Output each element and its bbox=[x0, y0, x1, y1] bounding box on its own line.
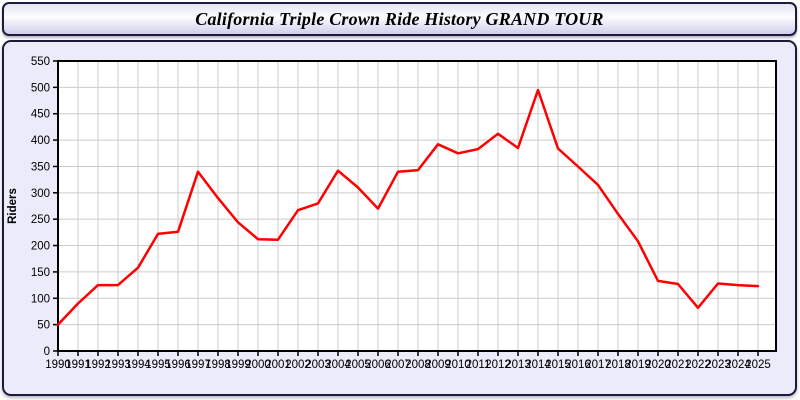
x-tick-label: 1991 bbox=[65, 359, 91, 371]
x-tick-label: 1999 bbox=[225, 359, 251, 371]
x-tick-label: 2003 bbox=[305, 359, 331, 371]
y-tick-label: 350 bbox=[31, 161, 50, 173]
x-tick-label: 2025 bbox=[745, 359, 771, 371]
x-tick-label: 2005 bbox=[345, 359, 371, 371]
x-tick-label: 2006 bbox=[365, 359, 391, 371]
chart-panel: 0 50 100 150 200 250 300 350 400 450 500 550 1990 199… bbox=[2, 40, 797, 396]
x-tick-label: 2016 bbox=[565, 359, 591, 371]
x-tick-label: 2008 bbox=[405, 359, 431, 371]
x-tick-label: 2018 bbox=[605, 359, 631, 371]
x-tick-label: 1997 bbox=[185, 359, 211, 371]
x-tick-label: 2009 bbox=[425, 359, 451, 371]
x-tick-label: 2017 bbox=[585, 359, 611, 371]
x-tick-label: 1993 bbox=[105, 359, 131, 371]
x-tick-label: 2022 bbox=[685, 359, 711, 371]
y-tick-label: 200 bbox=[31, 241, 50, 253]
x-tick-label: 2001 bbox=[265, 359, 291, 371]
y-tick-label: 500 bbox=[31, 82, 50, 94]
y-tick-label: 50 bbox=[37, 320, 50, 332]
x-tick-label: 2015 bbox=[545, 359, 571, 371]
y-tick-label: 250 bbox=[31, 214, 50, 226]
plot-frame bbox=[57, 60, 777, 352]
x-tick-label: 2012 bbox=[485, 359, 511, 371]
x-tick-label: 1990 bbox=[45, 359, 71, 371]
x-tick-label: 2011 bbox=[466, 359, 491, 371]
page-title: California Triple Crown Ride History GRA… bbox=[195, 8, 604, 29]
x-tick-label: 2007 bbox=[385, 359, 411, 371]
x-tick-label: 2019 bbox=[625, 359, 651, 371]
x-tick-label: 2002 bbox=[285, 359, 311, 371]
y-tick-label: 450 bbox=[31, 109, 50, 121]
x-tick-label: 2014 bbox=[525, 359, 551, 371]
x-tick-label: 1992 bbox=[85, 359, 111, 371]
x-tick-label: 2020 bbox=[645, 359, 671, 371]
y-tick-label: 400 bbox=[31, 135, 50, 147]
x-tick-label: 1994 bbox=[125, 359, 151, 371]
riders-series-line bbox=[56, 88, 760, 326]
x-tick-label: 2013 bbox=[505, 359, 531, 371]
title-bar: California Triple Crown Ride History GRA… bbox=[2, 2, 797, 36]
x-tick-label: 2023 bbox=[705, 359, 731, 371]
plot-background bbox=[58, 61, 776, 351]
x-tick-label: 2000 bbox=[245, 359, 271, 371]
y-tick-label: 0 bbox=[44, 346, 50, 358]
x-tick-label: 2004 bbox=[325, 359, 351, 371]
y-tick-label: 150 bbox=[31, 267, 50, 279]
y-tick-label: 550 bbox=[31, 56, 50, 68]
y-axis-title: Riders bbox=[7, 188, 19, 224]
x-tick-label: 2010 bbox=[445, 359, 471, 371]
y-tick-label: 300 bbox=[31, 188, 50, 200]
x-tick-label: 1995 bbox=[145, 359, 171, 371]
y-tick-label: 100 bbox=[31, 293, 50, 305]
x-tick-label: 2021 bbox=[665, 359, 691, 371]
x-tick-label: 1996 bbox=[165, 359, 191, 371]
x-tick-label: 2024 bbox=[725, 359, 751, 371]
x-tick-label: 1998 bbox=[205, 359, 231, 371]
ride-history-line-chart: 0501001502002503003504004505005501990199… bbox=[7, 56, 777, 371]
